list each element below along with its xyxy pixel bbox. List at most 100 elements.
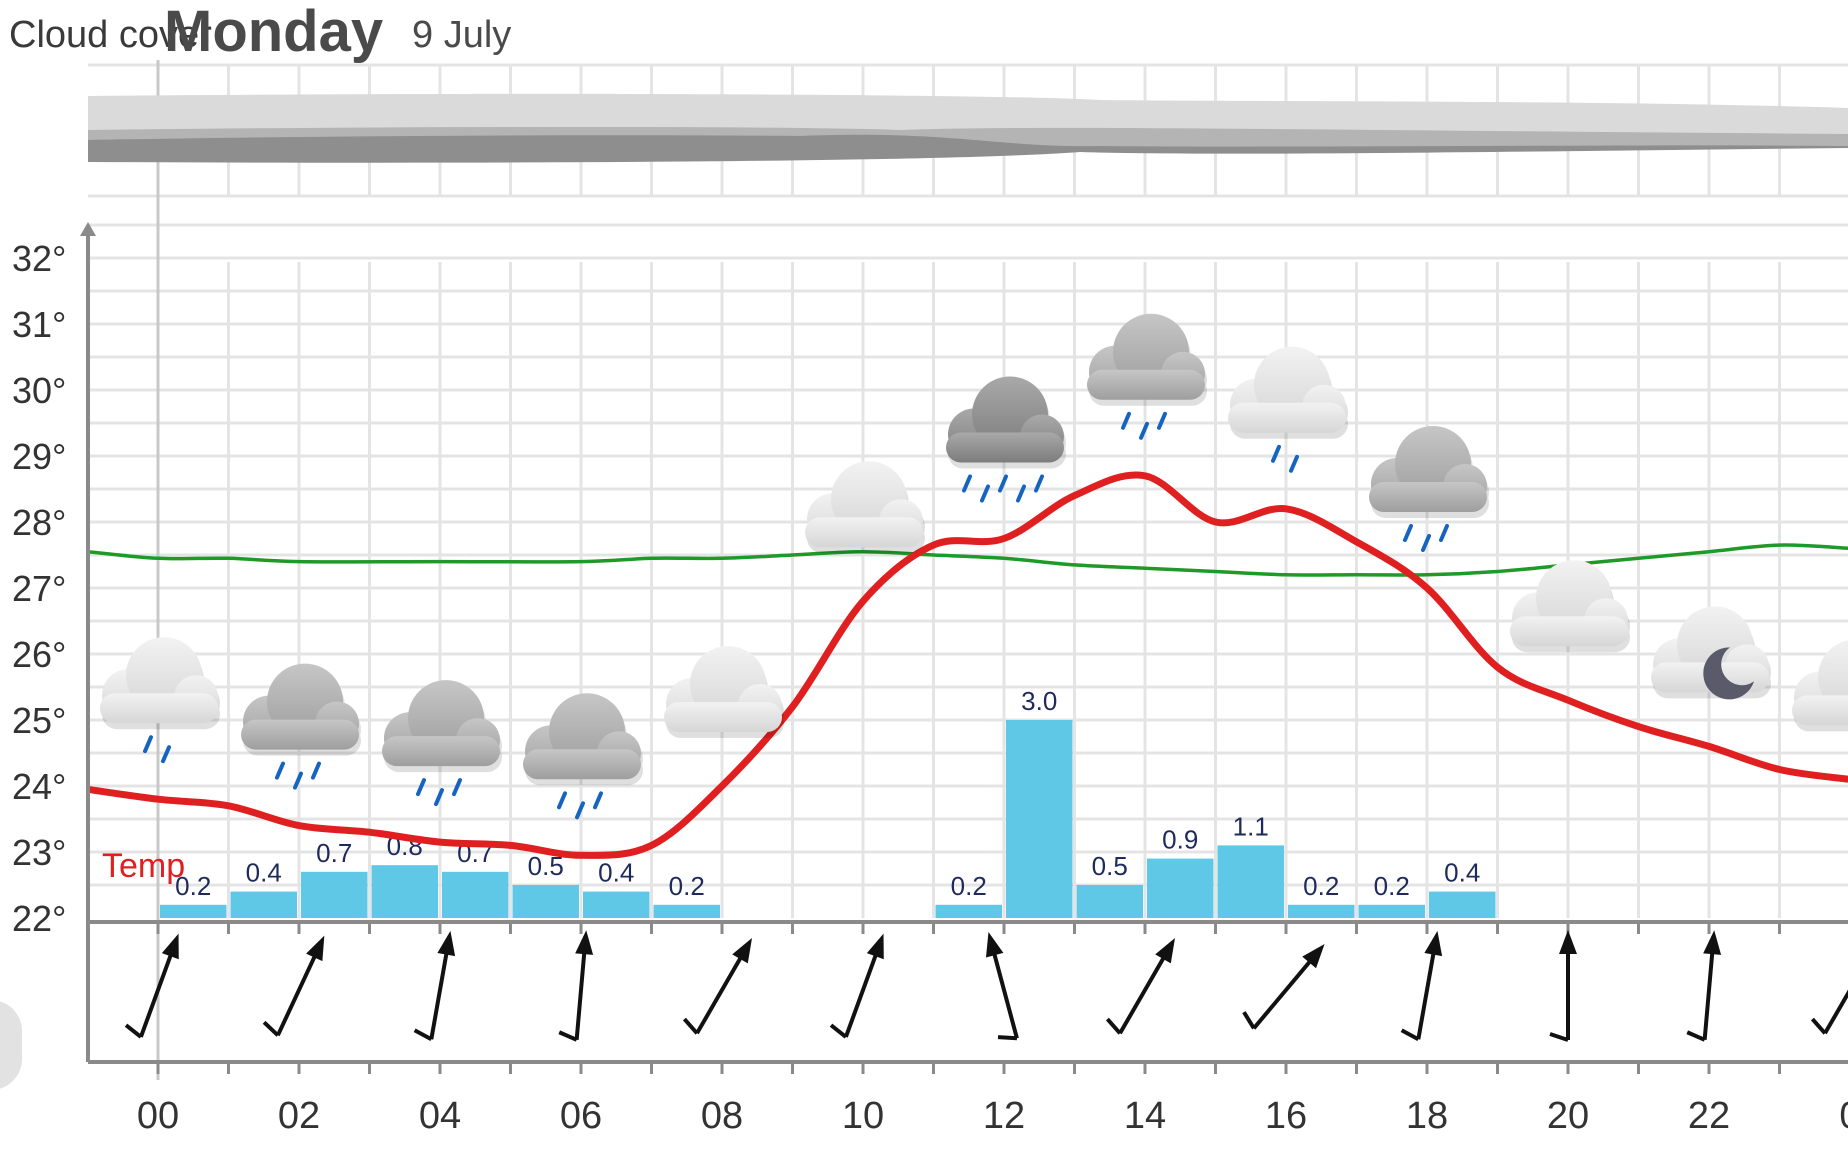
rain-drop-icon (998, 474, 1008, 493)
rain-drop-icon (1289, 454, 1299, 473)
precipitation-value-label: 0.2 (951, 871, 987, 901)
rain-drop-icon (1157, 411, 1167, 430)
rain-drop-icon (557, 791, 567, 810)
precipitation-bar (1429, 891, 1496, 918)
rain-cloud-icon (382, 680, 502, 807)
precipitation-value-label: 0.5 (1092, 851, 1128, 881)
x-tick-label: 18 (1406, 1095, 1448, 1137)
wind-arrow-icon (1549, 930, 1577, 1042)
y-tick-label: 25° (12, 700, 66, 741)
cloud-icon (805, 461, 925, 554)
wind-arrow-icon (413, 930, 456, 1041)
weather-icons (100, 313, 1848, 820)
wind-arrow-icon (1242, 944, 1325, 1030)
rain-drop-icon (1139, 421, 1149, 440)
wind-arrow-icon (829, 933, 884, 1039)
rain-drop-icon (416, 778, 426, 797)
rain-drop-icon (434, 788, 444, 807)
y-tick-label: 28° (12, 502, 66, 543)
x-tick-label: 16 (1265, 1095, 1307, 1137)
y-axis-arrow (80, 222, 96, 236)
precipitation-bar (583, 891, 650, 918)
precipitation-value-label: 0.4 (246, 858, 282, 888)
precipitation-bar (1288, 904, 1355, 918)
y-tick-label: 24° (12, 766, 66, 807)
rain-drop-icon (980, 484, 990, 503)
precipitation-bar (442, 871, 509, 918)
rain-drop-icon (143, 735, 153, 754)
x-tick-label: 0 (1839, 1095, 1848, 1137)
day-title: Monday (164, 0, 384, 64)
y-tick-label: 30° (12, 370, 66, 411)
rain-cloud-icon (523, 693, 643, 820)
x-tick-label: 22 (1688, 1095, 1730, 1137)
rain-drop-icon (293, 771, 303, 790)
y-tick-label: 29° (12, 436, 66, 477)
x-tick-label: 14 (1124, 1095, 1166, 1137)
precipitation-value-label: 0.7 (316, 838, 352, 868)
axes (80, 222, 1848, 1074)
rain-drop-icon (275, 761, 285, 780)
precipitation-bar (1076, 885, 1143, 918)
series-label-temp: Temp (102, 847, 185, 885)
cloud-cover-label: Cloud cover (9, 14, 212, 56)
wind-arrow-icon (1810, 952, 1848, 1035)
rain-drop-icon (1271, 444, 1281, 463)
x-tick-label: 12 (983, 1095, 1025, 1137)
wind-arrow-icon (558, 930, 594, 1042)
rain-cloud-icon (1369, 426, 1489, 552)
rain-drop-icon (1421, 534, 1431, 552)
rain-drop-icon (1403, 524, 1413, 542)
rain-drop-icon (1121, 411, 1131, 430)
rain-drop-icon (593, 791, 603, 810)
rain-drop-icon (311, 761, 321, 780)
y-tick-label: 27° (12, 568, 66, 609)
rain-cloud-icon (1087, 313, 1207, 440)
x-tick-label: 08 (701, 1095, 743, 1137)
precipitation-value-label: 0.2 (1303, 871, 1339, 901)
rain-drop-icon (962, 474, 972, 493)
scroll-handle[interactable] (0, 1000, 22, 1090)
precipitation-bar (160, 904, 227, 918)
x-tick-label: 00 (137, 1095, 179, 1137)
axis-labels: 22° 23° 24° 25° 26° 27° 28° 29° 30° 31° 32° 00 02 04 0… (12, 238, 1848, 1137)
precipitation-bar (512, 885, 579, 918)
rain-cloud-icon (1228, 346, 1348, 473)
precipitation-value-label: 0.2 (175, 871, 211, 901)
x-tick-label: 20 (1547, 1095, 1589, 1137)
cloud-icon (664, 646, 784, 738)
wind-arrow-icon (1400, 930, 1443, 1041)
precipitation-value-label: 1.1 (1233, 811, 1269, 841)
wind-arrow-icon (985, 932, 1019, 1041)
rain-drop-icon (452, 778, 462, 797)
cloud-cover-band (88, 93, 1848, 163)
precipitation-value-label: 3.0 (1021, 686, 1057, 716)
temperature-line (88, 471, 1848, 859)
wind-arrow-icon (124, 933, 179, 1039)
y-tick-label: 26° (12, 634, 66, 675)
precipitation-bar (230, 891, 297, 918)
rain-cloud-icon (946, 376, 1066, 503)
rain-cloud-icon (100, 637, 220, 764)
date-label: 9 July (412, 14, 512, 56)
precipitation-bar (653, 904, 720, 918)
precipitation-value-label: 0.2 (669, 871, 705, 901)
y-tick-label: 31° (12, 304, 66, 345)
y-tick-label: 23° (12, 832, 66, 873)
wind-arrow-icon (262, 935, 325, 1037)
x-tick-label: 06 (560, 1095, 602, 1137)
precipitation-bar (1147, 858, 1214, 918)
precipitation-bar (935, 904, 1002, 918)
cloud-cover-low (88, 134, 1848, 163)
wind-arrow-icon (1686, 930, 1722, 1042)
precipitation-bar (301, 871, 368, 918)
x-tick-label: 04 (419, 1095, 461, 1137)
rain-cloud-icon (241, 663, 361, 790)
rain-drop-icon (1034, 474, 1044, 493)
rain-drop-icon (1016, 484, 1026, 503)
rain-drop-icon (575, 801, 585, 820)
precipitation-value-label: 0.4 (1444, 858, 1480, 888)
x-tick-label: 02 (278, 1095, 320, 1137)
cloud-icon (1510, 560, 1630, 653)
temperature-lines: Temp (88, 471, 1848, 885)
